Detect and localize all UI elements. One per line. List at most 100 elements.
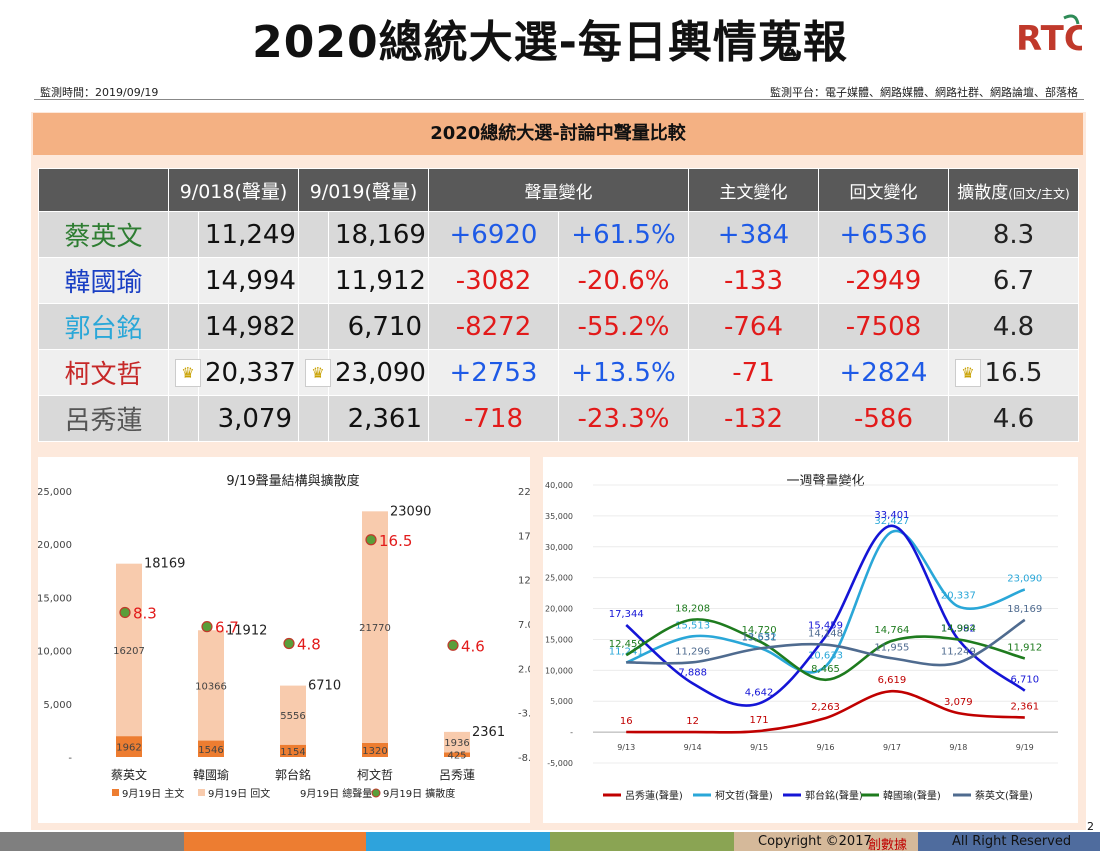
diffusion-text: 8.3	[992, 219, 1035, 250]
volume-diff: -718	[428, 395, 559, 442]
point-label: 18,208	[675, 604, 710, 615]
curr-volume: 11,912	[328, 257, 429, 304]
crown-icon: ♛	[955, 359, 981, 387]
monitor-time: 監測時間：2019/09/19	[40, 86, 159, 99]
point-label: 12	[686, 716, 699, 727]
right-axis-tick: -3.0	[518, 709, 530, 720]
main-change: -132	[688, 395, 819, 442]
footer-seg-blue	[366, 832, 550, 851]
point-label: 14,994	[941, 623, 976, 634]
reply-change: +2824	[818, 349, 949, 396]
right-axis-tick: 12.0	[518, 576, 530, 587]
point-label: 13,632	[742, 632, 777, 643]
series-line	[625, 529, 1026, 674]
reply-label: 21770	[359, 623, 391, 634]
series-line	[626, 689, 1025, 734]
volume-diff: -3082	[428, 257, 559, 304]
legend-label: 呂秀蓮(聲量)	[625, 789, 683, 802]
left-axis-tick: 15,000	[38, 593, 72, 604]
prev-crown-cell	[168, 257, 199, 304]
series-line	[625, 618, 1026, 682]
bar-reply	[444, 731, 470, 753]
y-axis-tick: 5,000	[550, 697, 573, 706]
bar-main	[198, 740, 224, 757]
curr-volume: 2,361	[328, 395, 429, 442]
point-label: 6,619	[878, 675, 907, 686]
diffusion-point	[119, 606, 131, 619]
point-label: 32,427	[874, 516, 909, 527]
curr-volume: 18,169	[328, 211, 429, 258]
diffusion-value: 8.3	[948, 211, 1079, 258]
diffusion-text: 4.6	[992, 403, 1035, 434]
comparison-table: 9/018(聲量) 9/019(聲量) 聲量變化 主文變化 回文變化 擴散度(回…	[38, 168, 1079, 442]
volume-pct: -55.2%	[558, 303, 689, 350]
bar-main	[362, 742, 388, 757]
y-axis-tick: 15,000	[545, 635, 573, 644]
crown-icon: ♛	[175, 359, 201, 387]
main-change: -71	[688, 349, 819, 396]
footer-seg-gray	[0, 832, 184, 851]
header-diffusion: 擴散度(回文/主文)	[948, 168, 1079, 212]
legend-label: 9月19日 回文	[208, 787, 270, 800]
point-label: 14,720	[742, 625, 777, 636]
x-axis-tick: 9/15	[750, 743, 768, 752]
footer-seg-orange	[184, 832, 366, 851]
legend-label: 蔡英文(聲量)	[975, 789, 1033, 802]
right-axis-tick: 2.0	[518, 664, 530, 675]
category-label: 郭台銘	[275, 767, 311, 782]
chart-title: 一週聲量變化	[786, 473, 864, 489]
table-row: 呂秀蓮 3,079 2,361 -718 -23.3% -132 -586 4.6	[38, 395, 1079, 442]
point-label: 7,888	[678, 667, 707, 678]
main-label: 425	[447, 751, 466, 762]
x-axis-tick: 9/19	[1016, 743, 1034, 752]
footer: Copyright ©2017 創數據 All Right Reserved	[0, 832, 1100, 853]
total-label: 18169	[144, 557, 185, 572]
main-label: 1546	[198, 745, 223, 756]
point-label: 15,459	[808, 621, 843, 632]
prev-volume: 14,994	[198, 257, 299, 304]
legend-swatch	[198, 789, 205, 796]
volume-diff: +2753	[428, 349, 559, 396]
reply-change: -2949	[818, 257, 949, 304]
bar-reply	[198, 630, 224, 741]
brand-text: 創數據	[868, 838, 908, 853]
legend-swatch	[112, 789, 119, 796]
prev-volume: 20,337	[198, 349, 299, 396]
reply-change: -7508	[818, 303, 949, 350]
diffusion-label: 8.3	[133, 604, 157, 622]
x-axis-tick: 9/17	[883, 743, 901, 752]
diffusion-value: ♛ 16.5	[948, 349, 1079, 396]
total-label: 11912	[226, 623, 267, 638]
reply-label: 10366	[195, 681, 227, 692]
table-row: 柯文哲 ♛ 20,337 ♛ 23,090 +2753 +13.5% -71 +2824 ♛ 16.…	[38, 349, 1079, 396]
rtc-logo: RTC	[1012, 10, 1089, 60]
diffusion-value: 4.8	[948, 303, 1079, 350]
curr-volume: 23,090	[328, 349, 429, 396]
point-label: 16	[620, 716, 633, 727]
bar-main	[444, 752, 470, 757]
y-axis-tick: 30,000	[545, 543, 573, 552]
legend-label: 柯文哲(聲量)	[715, 789, 773, 802]
monitor-platform: 監測平台：電子媒體、網路媒體、網路社群、網路論壇、部落格	[770, 86, 1078, 99]
point-label: 23,090	[1007, 573, 1042, 584]
prev-volume: 11,249	[198, 211, 299, 258]
line-chart: 一週聲量變化-5,000-5,00010,00015,00020,00025,0…	[545, 473, 1058, 802]
point-label: 6,710	[1010, 675, 1039, 686]
crown-icon: ♛	[305, 359, 331, 387]
diffusion-value: 6.7	[948, 257, 1079, 304]
legend-label: 9月19日 主文	[122, 787, 184, 800]
volume-diff: -8272	[428, 303, 559, 350]
bar-reply	[116, 563, 142, 737]
prev-crown-cell	[168, 211, 199, 258]
point-label: 11,249	[941, 647, 976, 658]
point-label: 33,401	[874, 510, 909, 521]
right-axis-tick: 7.0	[518, 620, 530, 631]
section-title: 2020總統大選-討論中聲量比較	[33, 113, 1083, 155]
reply-change: +6536	[818, 211, 949, 258]
copyright-text: Copyright ©2017	[758, 834, 872, 849]
legend-label: 9月19日 總聲量	[300, 787, 372, 800]
candidate-name: 柯文哲	[38, 349, 169, 396]
x-axis-tick: 9/18	[949, 743, 967, 752]
candidate-name: 呂秀蓮	[38, 395, 169, 442]
point-label: 3,079	[944, 697, 973, 708]
